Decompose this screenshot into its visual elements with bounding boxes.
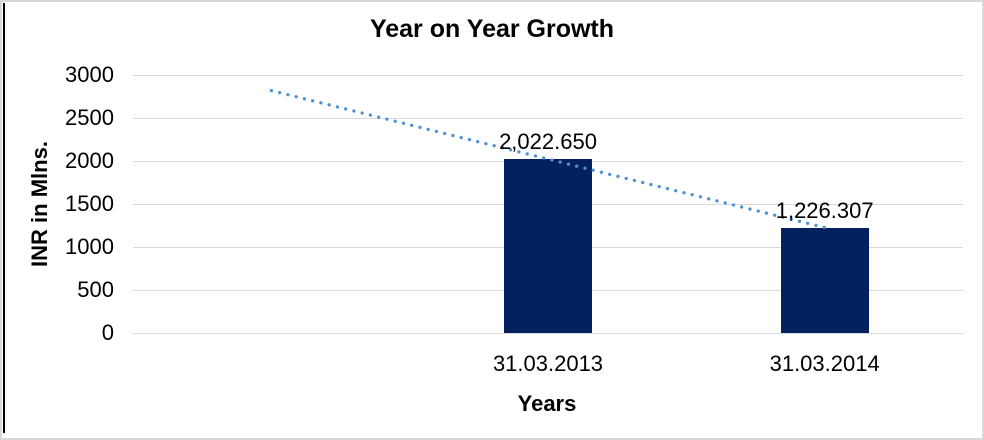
left-edge-line [3,3,5,433]
bar-31.03.2013[interactable] [504,159,592,333]
bar-31.03.2014[interactable] [780,227,869,333]
bar-value-label: 1,226.307 [775,197,874,223]
y-axis-title: INR in Mlns. [27,141,52,267]
gridline [133,75,963,76]
x-axis-category-label: 31.03.2013 [492,351,604,376]
y-axis-tick-label: 0 [101,320,114,345]
gridline [133,333,963,334]
y-axis-tick-label: 2000 [65,148,114,173]
bar-value-label: 2,022.650 [499,129,597,155]
chart-title: Year on Year Growth [369,15,615,43]
x-axis-category-label: 31.03.2014 [769,351,880,376]
y-axis-tick-label: 1500 [65,191,114,216]
x-axis-title: Years [517,391,577,416]
gridline [133,118,963,119]
y-axis-tick-label: 500 [77,277,114,302]
y-axis-tick-label: 2500 [65,105,114,130]
y-axis-tick-label: 1000 [65,234,114,259]
y-axis-tick-label: 3000 [65,62,114,87]
